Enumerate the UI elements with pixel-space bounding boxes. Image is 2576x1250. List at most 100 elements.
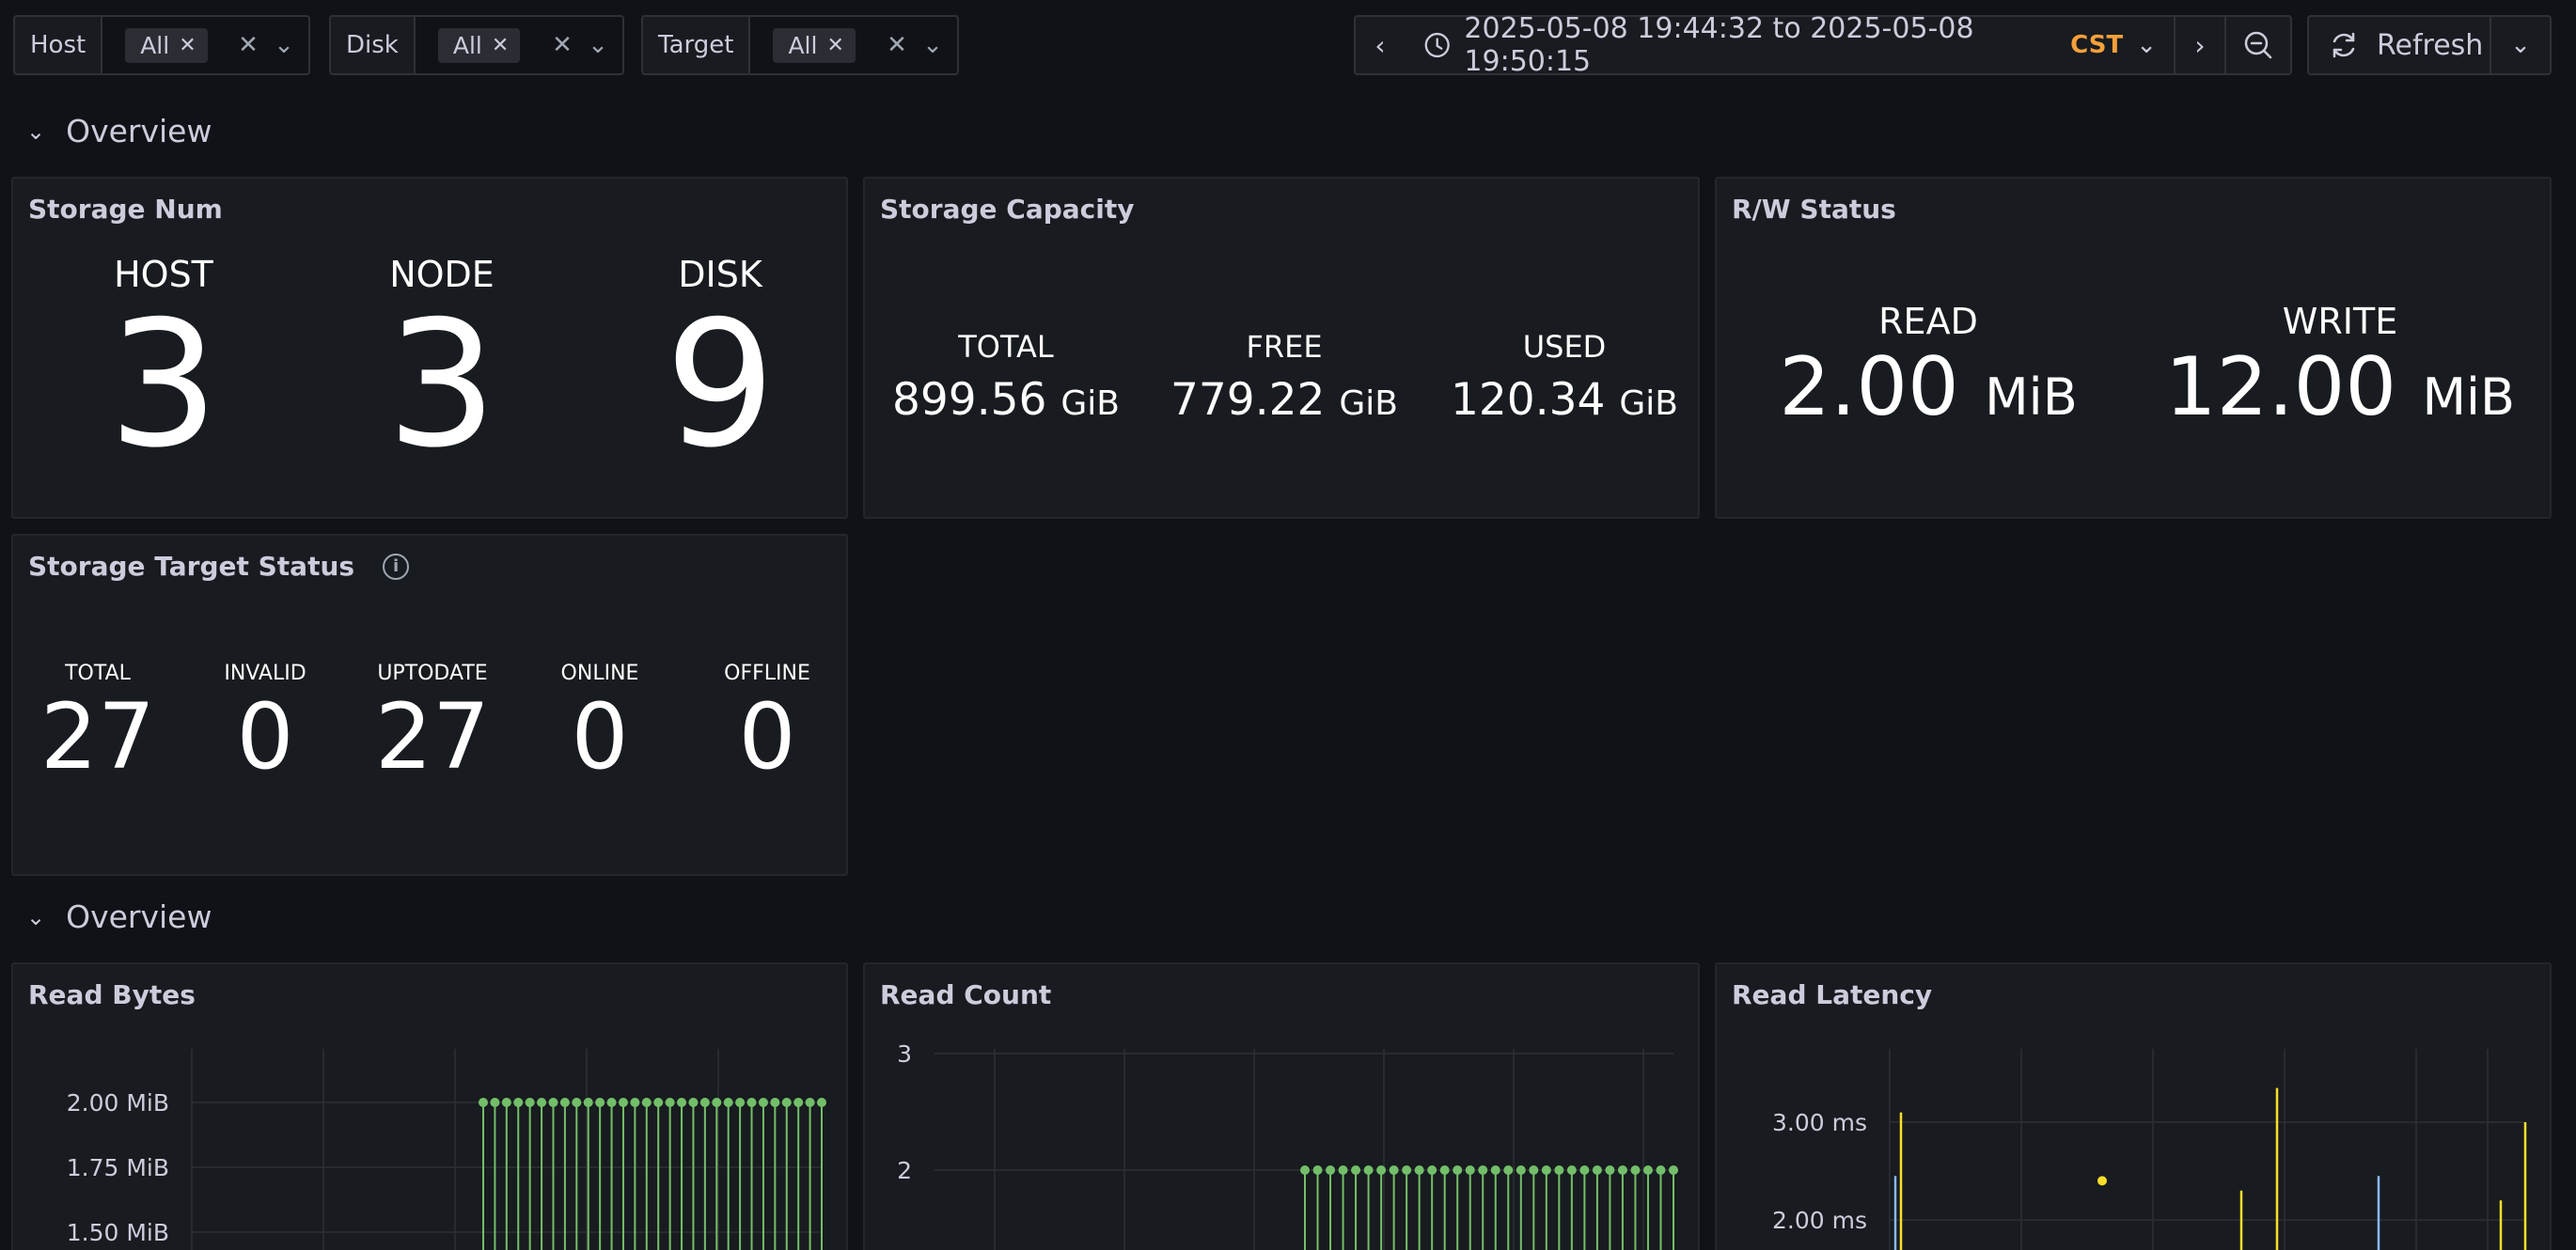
chevron-down-icon: ⌄ — [26, 903, 46, 930]
storage-num-panel: Storage Num HOST 3 NODE 3 DISK 9 — [11, 177, 848, 519]
panel-title-wrap: Storage Target Status i — [28, 551, 410, 582]
stat-label: TOTAL — [958, 329, 1054, 365]
series-point — [723, 1098, 733, 1107]
stat-value: 3 — [386, 283, 497, 486]
series-point — [1326, 1165, 1336, 1175]
host-variable-select[interactable]: All ✕ ✕ ⌄ — [101, 15, 310, 75]
chevron-left-icon: ‹ — [1374, 29, 1386, 61]
panel-title: Storage Capacity — [880, 194, 1135, 225]
remove-chip-icon[interactable]: ✕ — [491, 33, 510, 57]
series-point — [758, 1098, 768, 1107]
series-point — [781, 1098, 792, 1107]
row-title: Overview — [66, 113, 212, 149]
y-tick-label: 3.00 ms — [1772, 1109, 1867, 1136]
series-point — [1541, 1165, 1551, 1175]
refresh-interval-dropdown[interactable]: ⌄ — [2490, 15, 2552, 75]
info-icon[interactable]: i — [383, 553, 410, 580]
stat-value-line: 2.00 MiB — [1754, 342, 2102, 443]
host-variable-label: Host — [13, 15, 102, 75]
clear-icon[interactable]: ✕ — [887, 31, 907, 59]
chevron-down-icon: ⌄ — [2510, 31, 2531, 59]
stat-label: USED — [1522, 329, 1607, 365]
stat-value: 27 — [39, 684, 156, 789]
time-range-picker[interactable]: 2025-05-08 19:44:32 to 2025-05-08 19:50:… — [1405, 12, 2175, 78]
series-point — [1465, 1165, 1475, 1175]
series-point — [1592, 1165, 1602, 1175]
target-variable: Target All ✕ ✕ ⌄ — [641, 15, 959, 75]
series-point — [1312, 1165, 1323, 1175]
series-point — [559, 1098, 570, 1107]
read-latency-chart[interactable]: 3.00 ms 2.00 ms — [1717, 964, 2552, 1250]
zoom-out-button[interactable] — [2224, 15, 2292, 75]
stat-target-invalid: INVALID 0 — [190, 662, 340, 789]
panel-title: Read Bytes — [28, 979, 196, 1010]
stat-target-online: ONLINE 0 — [525, 662, 675, 789]
series-point — [1516, 1165, 1526, 1175]
stat-unit: GiB — [1619, 384, 1679, 423]
read-bytes-panel: Read Bytes 2.00 MiB 1.75 MiB 1.50 MiB — [11, 962, 848, 1250]
stat-used: USED 120.34 GiB — [1442, 329, 1687, 426]
chevron-down-icon[interactable]: ⌄ — [922, 31, 943, 59]
y-tick-label: 1.50 MiB — [67, 1219, 169, 1246]
series-point — [501, 1098, 511, 1107]
time-shift-back-button[interactable]: ‹ — [1354, 15, 1406, 75]
series-point — [490, 1098, 500, 1107]
chevron-down-icon[interactable]: ⌄ — [588, 31, 608, 59]
series-point — [1453, 1165, 1463, 1175]
series-point — [1402, 1165, 1412, 1175]
disk-variable-select[interactable]: All ✕ ✕ ⌄ — [413, 15, 624, 75]
panel-title: Read Count — [880, 979, 1052, 1010]
remove-chip-icon[interactable]: ✕ — [179, 33, 196, 57]
series-point — [606, 1098, 617, 1107]
chevron-down-icon: ⌄ — [2136, 31, 2157, 59]
stat-unit: GiB — [1339, 384, 1399, 423]
series-point — [583, 1098, 593, 1107]
stat-disk: DISK 9 — [626, 254, 814, 474]
series-point — [1338, 1165, 1348, 1175]
y-tick-label: 2 — [897, 1157, 912, 1184]
stat-label: READ — [1878, 301, 1978, 342]
rw-status-panel: R/W Status READ 2.00 MiB WRITE 12.00 MiB — [1715, 177, 2552, 519]
refresh-icon — [2333, 32, 2355, 58]
stat-unit: GiB — [1060, 384, 1121, 423]
series-point — [1605, 1165, 1615, 1175]
refresh-label: Refresh — [2377, 28, 2484, 62]
stat-value: 779.22 — [1170, 374, 1326, 426]
series-point — [1669, 1165, 1678, 1175]
series-point — [1490, 1165, 1500, 1175]
series-point — [688, 1098, 699, 1107]
target-variable-select[interactable]: All ✕ ✕ ⌄ — [748, 15, 959, 75]
stat-value-line: 899.56 GiB — [884, 374, 1128, 426]
stat-host: HOST 3 — [70, 254, 258, 474]
series-point — [479, 1098, 488, 1107]
disk-value: All — [452, 31, 482, 59]
time-shift-forward-button[interactable]: › — [2174, 15, 2226, 75]
refresh-button[interactable]: Refresh — [2307, 15, 2491, 75]
read-bytes-chart[interactable]: 2.00 MiB 1.75 MiB 1.50 MiB — [13, 964, 848, 1250]
stat-label: UPTODATE — [377, 662, 488, 685]
series-point — [1554, 1165, 1564, 1175]
panel-title: Read Latency — [1732, 979, 1933, 1010]
row-header-overview[interactable]: ⌄ Overview — [26, 113, 212, 149]
stat-value: 120.34 — [1450, 374, 1606, 426]
series-point — [537, 1098, 547, 1107]
series-point — [595, 1098, 605, 1107]
series-point — [677, 1098, 687, 1107]
stat-total: TOTAL 899.56 GiB — [884, 329, 1128, 426]
series-point — [513, 1098, 524, 1107]
series-point — [1439, 1165, 1450, 1175]
zoom-out-icon — [2244, 31, 2272, 59]
y-tick-label: 2.00 MiB — [67, 1089, 169, 1117]
chevron-down-icon: ⌄ — [26, 117, 46, 145]
chevron-down-icon[interactable]: ⌄ — [274, 31, 294, 59]
series-point — [770, 1098, 780, 1107]
row-header-overview-2[interactable]: ⌄ Overview — [26, 898, 212, 935]
stat-value: 9 — [665, 283, 776, 486]
clear-icon[interactable]: ✕ — [552, 31, 573, 59]
read-count-chart[interactable]: 32 — [865, 964, 1700, 1250]
clear-icon[interactable]: ✕ — [238, 31, 259, 59]
remove-chip-icon[interactable]: ✕ — [826, 33, 844, 57]
target-value-chip: All ✕ — [773, 27, 856, 63]
stat-value: 12.00 — [2164, 340, 2397, 434]
